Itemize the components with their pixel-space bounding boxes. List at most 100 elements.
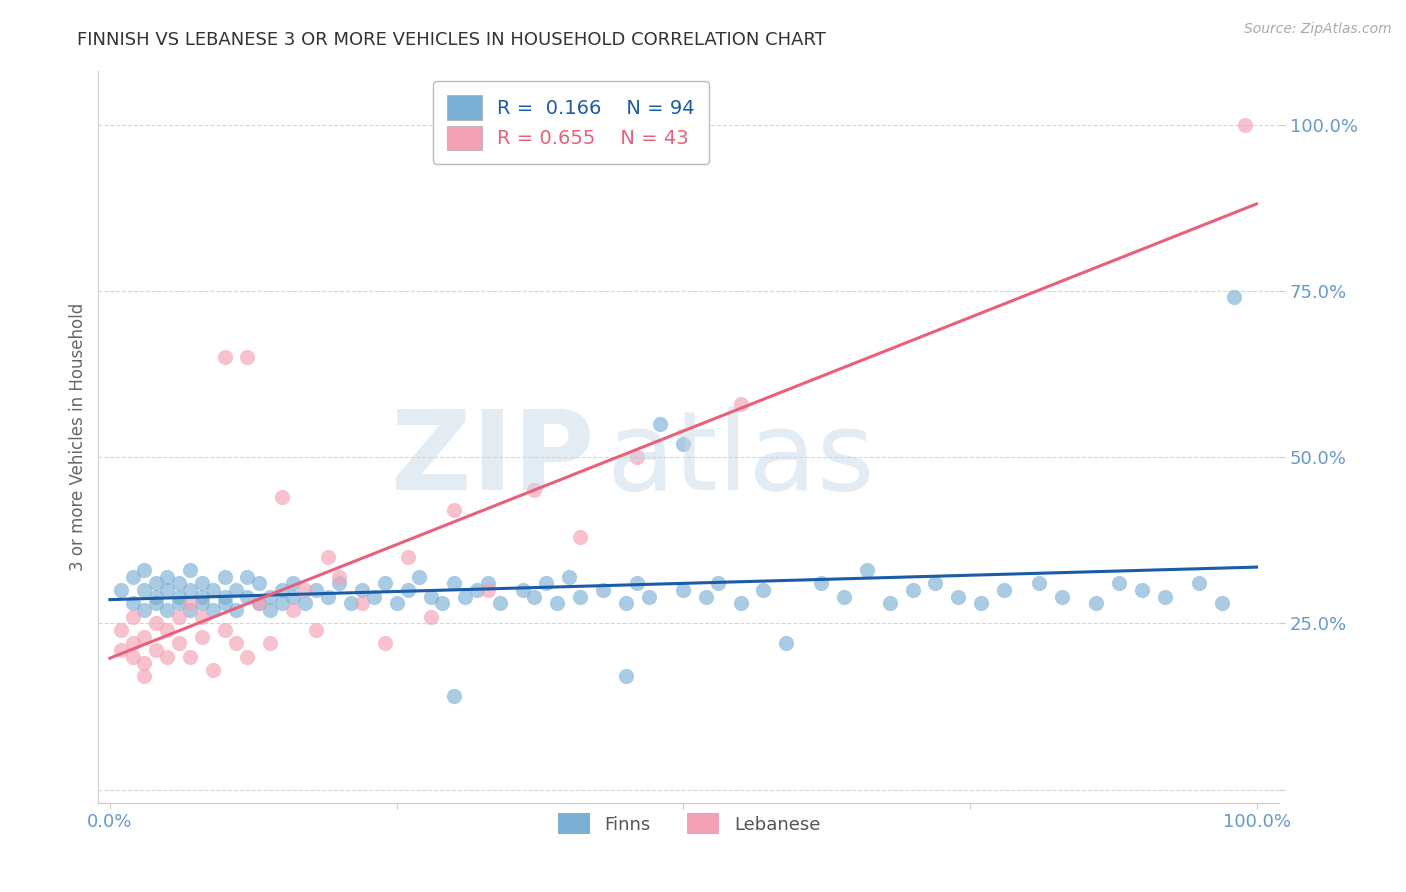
Point bbox=[121, 636, 143, 650]
Point bbox=[614, 669, 637, 683]
Point bbox=[465, 582, 488, 597]
Point bbox=[270, 582, 292, 597]
Point bbox=[385, 596, 408, 610]
Point bbox=[259, 603, 281, 617]
Point bbox=[523, 590, 546, 604]
Point bbox=[202, 582, 225, 597]
Point bbox=[134, 563, 156, 577]
Point bbox=[236, 570, 259, 584]
Point bbox=[134, 656, 156, 670]
Point bbox=[259, 590, 281, 604]
Point bbox=[637, 590, 659, 604]
Point bbox=[179, 603, 201, 617]
Point bbox=[236, 649, 259, 664]
Point bbox=[443, 690, 465, 704]
Point bbox=[190, 609, 212, 624]
Point bbox=[190, 596, 212, 610]
Point bbox=[214, 596, 236, 610]
Legend: Finns, Lebanese: Finns, Lebanese bbox=[547, 803, 831, 845]
Point bbox=[305, 582, 328, 597]
Point bbox=[1028, 576, 1050, 591]
Point bbox=[156, 582, 179, 597]
Point bbox=[236, 351, 259, 365]
Point bbox=[270, 490, 292, 504]
Point bbox=[546, 596, 568, 610]
Point bbox=[477, 582, 499, 597]
Point bbox=[179, 582, 201, 597]
Point bbox=[179, 649, 201, 664]
Point bbox=[408, 570, 430, 584]
Point bbox=[283, 576, 305, 591]
Point bbox=[145, 596, 167, 610]
Point bbox=[374, 576, 396, 591]
Point bbox=[156, 603, 179, 617]
Point bbox=[167, 596, 190, 610]
Point bbox=[1211, 596, 1233, 610]
Point bbox=[534, 576, 557, 591]
Point bbox=[134, 630, 156, 644]
Point bbox=[1050, 590, 1073, 604]
Point bbox=[775, 636, 797, 650]
Point bbox=[1085, 596, 1108, 610]
Point bbox=[879, 596, 901, 610]
Point bbox=[420, 609, 443, 624]
Point bbox=[488, 596, 510, 610]
Point bbox=[247, 576, 270, 591]
Point bbox=[247, 596, 270, 610]
Text: FINNISH VS LEBANESE 3 OR MORE VEHICLES IN HOUSEHOLD CORRELATION CHART: FINNISH VS LEBANESE 3 OR MORE VEHICLES I… bbox=[77, 31, 827, 49]
Point bbox=[134, 669, 156, 683]
Point bbox=[1234, 118, 1257, 132]
Point bbox=[855, 563, 877, 577]
Point bbox=[156, 623, 179, 637]
Point bbox=[225, 603, 247, 617]
Point bbox=[214, 590, 236, 604]
Point bbox=[121, 609, 143, 624]
Point bbox=[614, 596, 637, 610]
Point bbox=[283, 603, 305, 617]
Point bbox=[156, 570, 179, 584]
Point bbox=[247, 596, 270, 610]
Point bbox=[283, 590, 305, 604]
Point bbox=[454, 590, 477, 604]
Point bbox=[145, 576, 167, 591]
Point bbox=[901, 582, 924, 597]
Point bbox=[1108, 576, 1130, 591]
Point bbox=[121, 570, 143, 584]
Point bbox=[156, 649, 179, 664]
Point bbox=[592, 582, 614, 597]
Point bbox=[328, 570, 350, 584]
Point bbox=[305, 623, 328, 637]
Point bbox=[970, 596, 993, 610]
Point bbox=[179, 563, 201, 577]
Point bbox=[352, 596, 374, 610]
Point bbox=[167, 609, 190, 624]
Point bbox=[443, 503, 465, 517]
Point bbox=[523, 483, 546, 498]
Point bbox=[626, 576, 648, 591]
Text: Source: ZipAtlas.com: Source: ZipAtlas.com bbox=[1244, 22, 1392, 37]
Point bbox=[167, 636, 190, 650]
Point bbox=[752, 582, 775, 597]
Point bbox=[352, 582, 374, 597]
Point bbox=[316, 590, 339, 604]
Point bbox=[179, 596, 201, 610]
Point bbox=[1130, 582, 1153, 597]
Point bbox=[477, 576, 499, 591]
Point bbox=[993, 582, 1015, 597]
Point bbox=[1153, 590, 1175, 604]
Point bbox=[316, 549, 339, 564]
Point bbox=[328, 576, 350, 591]
Point bbox=[512, 582, 534, 597]
Text: ZIP: ZIP bbox=[391, 406, 595, 513]
Point bbox=[134, 582, 156, 597]
Point bbox=[420, 590, 443, 604]
Y-axis label: 3 or more Vehicles in Household: 3 or more Vehicles in Household bbox=[69, 303, 87, 571]
Point bbox=[339, 596, 361, 610]
Point bbox=[214, 623, 236, 637]
Point bbox=[121, 596, 143, 610]
Point bbox=[650, 417, 672, 431]
Point bbox=[214, 570, 236, 584]
Point bbox=[706, 576, 728, 591]
Point bbox=[202, 663, 225, 677]
Point bbox=[948, 590, 970, 604]
